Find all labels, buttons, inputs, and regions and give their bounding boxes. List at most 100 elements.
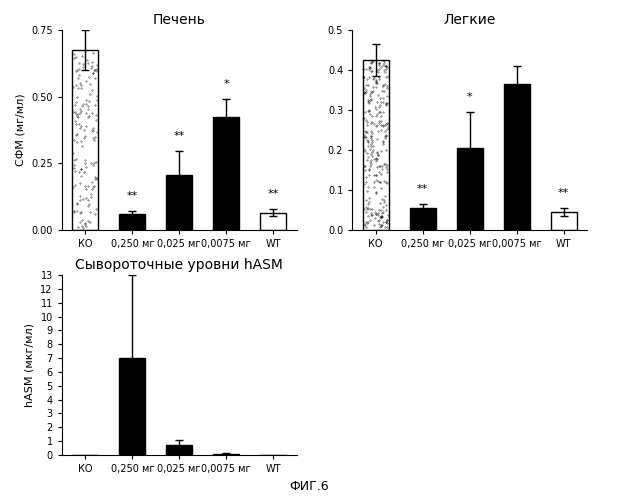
Point xyxy=(381,99,391,107)
Point xyxy=(362,208,371,216)
Point xyxy=(78,224,88,232)
Text: **: ** xyxy=(417,184,428,194)
Point xyxy=(376,147,386,155)
Point xyxy=(69,164,79,172)
Point xyxy=(358,65,368,73)
Point xyxy=(383,98,392,106)
Bar xyxy=(119,358,145,455)
Point xyxy=(371,105,381,113)
Point xyxy=(376,213,386,221)
Point xyxy=(360,166,370,174)
Point xyxy=(375,199,385,207)
Point xyxy=(379,59,389,67)
Point xyxy=(70,81,80,89)
Point xyxy=(380,68,390,76)
Point xyxy=(359,131,369,139)
Point xyxy=(379,160,389,168)
Title: Печень: Печень xyxy=(153,14,206,28)
Point xyxy=(93,92,103,100)
Point xyxy=(361,223,371,231)
Text: **: ** xyxy=(558,188,569,198)
Point xyxy=(69,206,79,214)
Point xyxy=(75,196,85,204)
Point xyxy=(79,126,89,134)
Bar xyxy=(504,84,530,230)
Point xyxy=(381,62,391,70)
Point xyxy=(382,119,392,127)
Point xyxy=(86,194,96,202)
Point xyxy=(375,61,384,69)
Text: ФИГ.6: ФИГ.6 xyxy=(289,480,329,492)
Point xyxy=(382,161,392,169)
Point xyxy=(371,155,381,163)
Point xyxy=(358,74,368,82)
Point xyxy=(90,132,99,140)
Point xyxy=(78,100,88,108)
Point xyxy=(372,79,382,87)
Point xyxy=(379,80,389,88)
Point xyxy=(369,120,379,128)
Point xyxy=(363,81,373,89)
Point xyxy=(83,58,93,66)
Point xyxy=(75,79,85,87)
Point xyxy=(368,178,378,186)
Point xyxy=(376,126,386,134)
Point xyxy=(364,166,374,173)
Point xyxy=(361,178,371,186)
Point xyxy=(383,123,393,131)
Point xyxy=(360,146,370,154)
Point xyxy=(75,109,85,117)
Point xyxy=(378,94,388,102)
Point xyxy=(383,166,392,173)
Point xyxy=(78,60,88,68)
Point xyxy=(69,182,78,190)
Point xyxy=(72,200,82,208)
Point xyxy=(371,158,381,166)
Point xyxy=(366,160,376,168)
Point xyxy=(374,108,384,116)
Point xyxy=(363,204,373,212)
Point xyxy=(383,72,392,80)
Point xyxy=(85,90,95,98)
Point xyxy=(381,130,391,138)
Point xyxy=(383,120,393,128)
Point xyxy=(369,222,379,230)
Point xyxy=(378,218,388,226)
Point xyxy=(83,196,93,204)
Point xyxy=(379,198,389,206)
Point xyxy=(70,53,80,61)
Point xyxy=(87,86,97,94)
Point xyxy=(358,72,368,80)
Point xyxy=(371,76,381,84)
Point xyxy=(366,58,376,66)
Point xyxy=(375,162,384,170)
Point xyxy=(85,112,95,120)
Point xyxy=(87,184,97,192)
Point xyxy=(81,122,91,130)
Point xyxy=(88,69,98,77)
Point xyxy=(86,160,96,168)
Point xyxy=(362,118,372,126)
Point xyxy=(375,59,384,67)
Point xyxy=(371,122,381,130)
Point xyxy=(368,142,378,150)
Point xyxy=(375,206,384,214)
Point xyxy=(72,112,82,120)
Point xyxy=(381,73,391,81)
Point xyxy=(80,132,90,140)
Point xyxy=(75,104,85,112)
Point xyxy=(80,182,90,190)
Point xyxy=(362,128,371,136)
Point xyxy=(371,210,381,218)
Point xyxy=(71,130,81,138)
Point xyxy=(381,178,391,186)
Point xyxy=(374,162,384,170)
Point xyxy=(91,116,101,124)
Point xyxy=(360,162,370,170)
Point xyxy=(383,219,392,227)
Point xyxy=(77,142,87,150)
Point xyxy=(358,84,368,92)
Point xyxy=(383,179,392,187)
Point xyxy=(71,120,81,128)
Point xyxy=(369,172,379,179)
